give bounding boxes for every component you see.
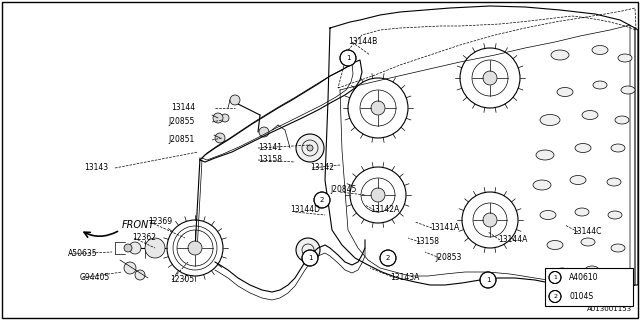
Circle shape: [483, 213, 497, 227]
Ellipse shape: [621, 86, 635, 94]
Text: 13141: 13141: [258, 143, 282, 153]
Circle shape: [296, 238, 320, 262]
Text: 13144A: 13144A: [498, 236, 527, 244]
Ellipse shape: [533, 180, 551, 190]
Text: 1: 1: [553, 275, 557, 280]
Circle shape: [129, 242, 141, 254]
Text: J20855: J20855: [168, 117, 195, 126]
Circle shape: [549, 291, 561, 302]
Text: 2: 2: [553, 294, 557, 299]
Text: 1: 1: [346, 55, 350, 61]
Circle shape: [188, 241, 202, 255]
Text: 12305: 12305: [170, 276, 194, 284]
Text: 13142: 13142: [310, 164, 334, 172]
Circle shape: [230, 95, 240, 105]
Ellipse shape: [557, 87, 573, 97]
Text: A40610: A40610: [569, 273, 598, 282]
Ellipse shape: [582, 110, 598, 119]
Text: 13144C: 13144C: [572, 228, 602, 236]
Text: 13141A: 13141A: [430, 223, 460, 233]
Circle shape: [483, 71, 497, 85]
Ellipse shape: [611, 144, 625, 152]
Circle shape: [480, 272, 496, 288]
Text: 13144B: 13144B: [348, 37, 377, 46]
Circle shape: [215, 133, 225, 143]
Text: A013001153: A013001153: [587, 306, 632, 312]
Circle shape: [340, 50, 356, 66]
Text: J20853: J20853: [435, 253, 461, 262]
Circle shape: [371, 101, 385, 115]
Circle shape: [549, 271, 561, 284]
Text: FRONT: FRONT: [122, 220, 156, 230]
Ellipse shape: [540, 211, 556, 220]
Ellipse shape: [575, 208, 589, 216]
Circle shape: [259, 127, 269, 137]
Ellipse shape: [570, 175, 586, 185]
Ellipse shape: [593, 81, 607, 89]
Text: 12369: 12369: [148, 218, 172, 227]
Ellipse shape: [551, 50, 569, 60]
Text: 0104S: 0104S: [569, 292, 593, 301]
Circle shape: [302, 250, 318, 266]
Text: G94405: G94405: [80, 274, 110, 283]
Text: 13144: 13144: [171, 103, 195, 113]
Text: J20851: J20851: [169, 135, 195, 145]
Ellipse shape: [611, 244, 625, 252]
Ellipse shape: [581, 238, 595, 246]
Ellipse shape: [592, 45, 608, 54]
Ellipse shape: [607, 178, 621, 186]
Circle shape: [371, 188, 385, 202]
Circle shape: [213, 113, 223, 123]
Text: 13143: 13143: [84, 164, 108, 172]
Bar: [545, 268, 633, 306]
Circle shape: [135, 270, 145, 280]
Circle shape: [145, 238, 165, 258]
Circle shape: [380, 250, 396, 266]
Ellipse shape: [618, 54, 632, 62]
Text: 13158: 13158: [415, 237, 439, 246]
Ellipse shape: [555, 268, 569, 276]
Text: 13144D: 13144D: [290, 205, 320, 214]
Circle shape: [124, 244, 132, 252]
Circle shape: [307, 145, 313, 151]
Text: 13143A: 13143A: [390, 274, 419, 283]
Ellipse shape: [615, 116, 629, 124]
Text: J20845: J20845: [330, 186, 356, 195]
Circle shape: [221, 114, 229, 122]
Text: 13142A: 13142A: [370, 205, 399, 214]
Circle shape: [124, 262, 136, 274]
Ellipse shape: [536, 150, 554, 160]
Text: 2: 2: [320, 197, 324, 203]
Circle shape: [296, 134, 324, 162]
Text: 1: 1: [308, 255, 312, 261]
Text: 12362: 12362: [132, 234, 156, 243]
Text: 13158: 13158: [258, 156, 282, 164]
Ellipse shape: [608, 211, 622, 219]
Ellipse shape: [547, 241, 563, 250]
Text: 1: 1: [486, 277, 490, 283]
Ellipse shape: [540, 115, 560, 125]
Circle shape: [314, 192, 330, 208]
Text: 2: 2: [386, 255, 390, 261]
Ellipse shape: [585, 266, 599, 274]
Ellipse shape: [575, 143, 591, 153]
Text: A50635: A50635: [68, 250, 98, 259]
